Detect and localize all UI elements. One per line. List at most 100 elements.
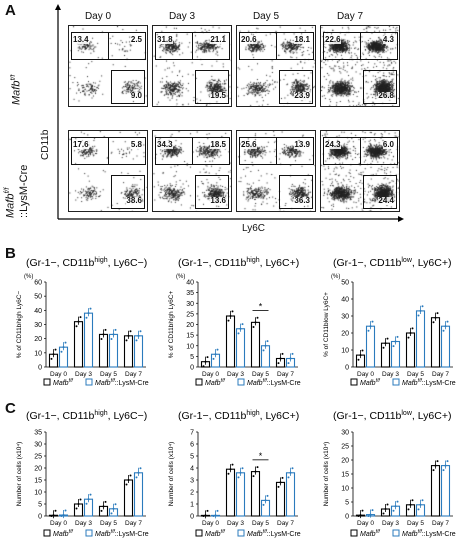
data-point xyxy=(264,344,267,347)
gate-value: 19.5 xyxy=(210,91,226,100)
data-point xyxy=(206,509,209,512)
gate-ly6c-pos xyxy=(276,32,314,60)
x-tick-label: Day 5 xyxy=(100,520,117,527)
data-point xyxy=(277,362,280,365)
y-tick-label: 0 xyxy=(345,365,349,372)
data-point xyxy=(434,316,437,319)
data-point xyxy=(419,309,422,312)
legend-label-ko: Mafbf/f::LysM-Cre xyxy=(247,378,301,387)
flow-plot: 31.8 21.1 19.5 xyxy=(152,25,232,107)
gate-value: 4.3 xyxy=(382,35,394,44)
data-point xyxy=(229,315,232,317)
data-point xyxy=(367,329,370,332)
y-tick-label: 10 xyxy=(186,343,194,350)
bar xyxy=(250,471,261,517)
chart-title: (Gr-1−, CD11blow, Ly6C+) xyxy=(333,410,451,422)
data-point xyxy=(214,514,217,517)
legend: Mafbf/f Mafbf/f::LysM-Cre xyxy=(43,529,149,538)
chart-title: (Gr-1−, CD11bhigh, Ly6C−) xyxy=(26,257,147,269)
data-point xyxy=(396,335,399,338)
flow-plot: 25.6 13.9 36.3 xyxy=(236,130,316,212)
y-tick-label: 0 xyxy=(38,514,42,521)
gate-value: 5.8 xyxy=(130,140,142,149)
y-tick-label: 5 xyxy=(190,354,194,361)
bar xyxy=(415,310,426,368)
bar xyxy=(225,315,236,368)
panel-b-letter: B xyxy=(5,245,16,262)
data-point xyxy=(289,471,292,474)
x-tick-label: Day 5 xyxy=(407,371,424,378)
legend-label-ko: Mafbf/f::LysM-Cre xyxy=(402,529,456,538)
data-point xyxy=(85,316,88,319)
y-tick-label: 40 xyxy=(341,297,349,304)
data-point xyxy=(231,310,234,313)
bar xyxy=(235,328,246,368)
y-tick-label: 20 xyxy=(341,458,349,465)
data-point xyxy=(361,349,364,352)
legend: Mafbf/f Mafbf/f::LysM-Cre xyxy=(350,529,456,538)
data-point xyxy=(436,312,439,315)
data-point xyxy=(266,340,269,343)
data-point xyxy=(436,460,439,463)
gate-value: 2.5 xyxy=(130,35,142,44)
bar-chart: (Gr-1−, CD11bhigh, Ly6C+) Number of cells… xyxy=(168,410,301,538)
legend-label-ko: Mafbf/f::LysM-Cre xyxy=(95,529,149,538)
legend-label-ko: Mafbf/f::LysM-Cre xyxy=(247,529,301,538)
data-point xyxy=(87,312,90,315)
data-point xyxy=(216,509,219,512)
legend-swatch-wt xyxy=(43,529,51,537)
data-point xyxy=(62,514,65,517)
data-point xyxy=(85,502,88,505)
x-tick-label: Day 0 xyxy=(357,371,374,378)
legend-label-wt: Mafbf/f xyxy=(53,529,73,538)
data-point xyxy=(432,321,435,324)
chart-title: (Gr-1−, CD11bhigh, Ly6C−) xyxy=(26,410,147,422)
y-tick-label: 20 xyxy=(34,336,42,343)
y-tick-label: 10 xyxy=(341,348,349,355)
data-point xyxy=(54,509,57,512)
legend: Mafbf/f Mafbf/f::LysM-Cre xyxy=(195,529,301,538)
data-point xyxy=(254,321,257,324)
x-tick-label: Day 3 xyxy=(382,520,399,527)
data-point xyxy=(432,469,435,472)
x-tick-label: Day 0 xyxy=(50,371,67,378)
data-point xyxy=(79,498,82,501)
day-label: Day 3 xyxy=(168,11,196,22)
data-point xyxy=(411,327,414,330)
data-point xyxy=(411,499,414,502)
gate-value: 26.8 xyxy=(378,91,394,100)
chart-title: (Gr-1−, CD11bhigh, Ly6C+) xyxy=(178,410,299,422)
y-tick-label: 15 xyxy=(34,478,42,485)
y-tick-label: 30 xyxy=(341,430,349,437)
data-point xyxy=(382,346,385,349)
data-point xyxy=(241,323,244,326)
x-tick-label: Day 0 xyxy=(202,520,219,527)
bar xyxy=(380,342,391,368)
x-tick-label: Day 3 xyxy=(75,520,92,527)
y-tick-label: 2 xyxy=(190,490,194,497)
data-point xyxy=(371,509,374,512)
data-point xyxy=(241,467,244,470)
flow-x-axis-label: Ly6C xyxy=(242,223,265,234)
y-tick-label: 10 xyxy=(34,490,42,497)
bar-chart: (Gr-1−, CD11blow, Ly6C+) (%) % of CD11blow… xyxy=(323,257,456,387)
legend-label-wt: Mafbf/f xyxy=(205,529,225,538)
legend-label-wt: Mafbf/f xyxy=(53,378,73,387)
data-point xyxy=(104,328,107,331)
data-point xyxy=(52,514,55,517)
data-point xyxy=(112,507,115,510)
x-tick-label: Day 7 xyxy=(277,520,294,527)
data-point xyxy=(281,352,284,355)
legend-label-ko: Mafbf/f::LysM-Cre xyxy=(402,378,456,387)
gate-value: 13.4 xyxy=(73,35,89,44)
legend-swatch-wt xyxy=(195,378,203,386)
bar xyxy=(365,325,376,368)
y-tick-label: 10 xyxy=(341,486,349,493)
data-point xyxy=(434,464,437,467)
y-unit: (%) xyxy=(331,274,340,280)
y-tick-label: 7 xyxy=(190,430,194,437)
y-tick-label: 50 xyxy=(34,294,42,301)
data-point xyxy=(239,327,242,330)
data-point xyxy=(407,508,410,511)
flow-plot: 17.6 5.8 38.6 xyxy=(68,130,148,212)
